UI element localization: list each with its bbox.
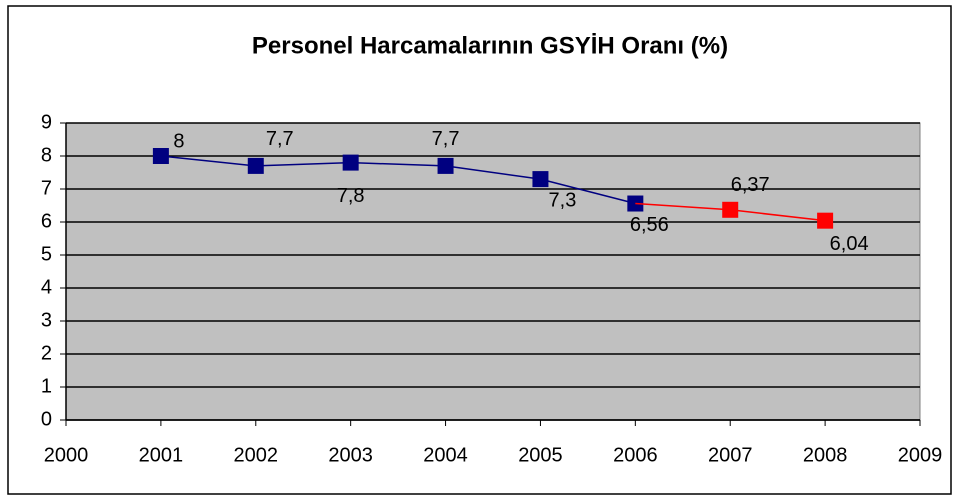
data-point [817, 212, 834, 229]
data-label: 8 [173, 130, 184, 152]
data-point [532, 171, 549, 188]
data-point [437, 157, 454, 174]
y-tick-label: 6 [41, 210, 52, 232]
connector-line [635, 202, 731, 211]
y-tick-label: 2 [41, 342, 52, 364]
x-tick-label: 2009 [898, 444, 943, 466]
y-tick-label: 0 [41, 408, 52, 430]
data-label: 6,56 [630, 214, 669, 236]
data-point [152, 148, 169, 164]
data-label: 6,04 [830, 233, 869, 255]
x-tick-label: 2007 [708, 444, 753, 466]
x-tick-label: 2002 [234, 444, 279, 466]
series-line [730, 209, 826, 222]
x-tick-label: 2005 [518, 444, 563, 466]
y-tick-label: 8 [41, 144, 52, 166]
plot-background [65, 122, 921, 421]
data-label: 7,8 [337, 185, 365, 207]
x-tick-label: 2003 [328, 444, 373, 466]
data-label: 6,37 [731, 174, 770, 196]
data-point [722, 201, 739, 218]
data-label: 7,7 [432, 128, 460, 150]
y-tick-label: 4 [41, 276, 52, 298]
series-line [160, 155, 636, 205]
data-point [342, 154, 359, 171]
y-tick-label: 7 [41, 177, 52, 199]
y-tick-label: 1 [41, 375, 52, 397]
x-tick-label: 2001 [139, 444, 184, 466]
chart-title: Personel Harcamalarının GSYİH Oranı (%) [252, 32, 728, 59]
y-tick-label: 3 [41, 309, 52, 331]
data-label: 7,3 [549, 189, 577, 211]
x-tick-label: 2000 [44, 444, 89, 466]
data-point [247, 157, 264, 174]
y-tick-label: 9 [41, 111, 52, 133]
x-tick-label: 2006 [613, 444, 658, 466]
data-label: 7,7 [266, 128, 294, 150]
y-tick-label: 5 [41, 243, 52, 265]
x-tick-label: 2004 [423, 444, 468, 466]
x-tick-label: 2008 [803, 444, 848, 466]
